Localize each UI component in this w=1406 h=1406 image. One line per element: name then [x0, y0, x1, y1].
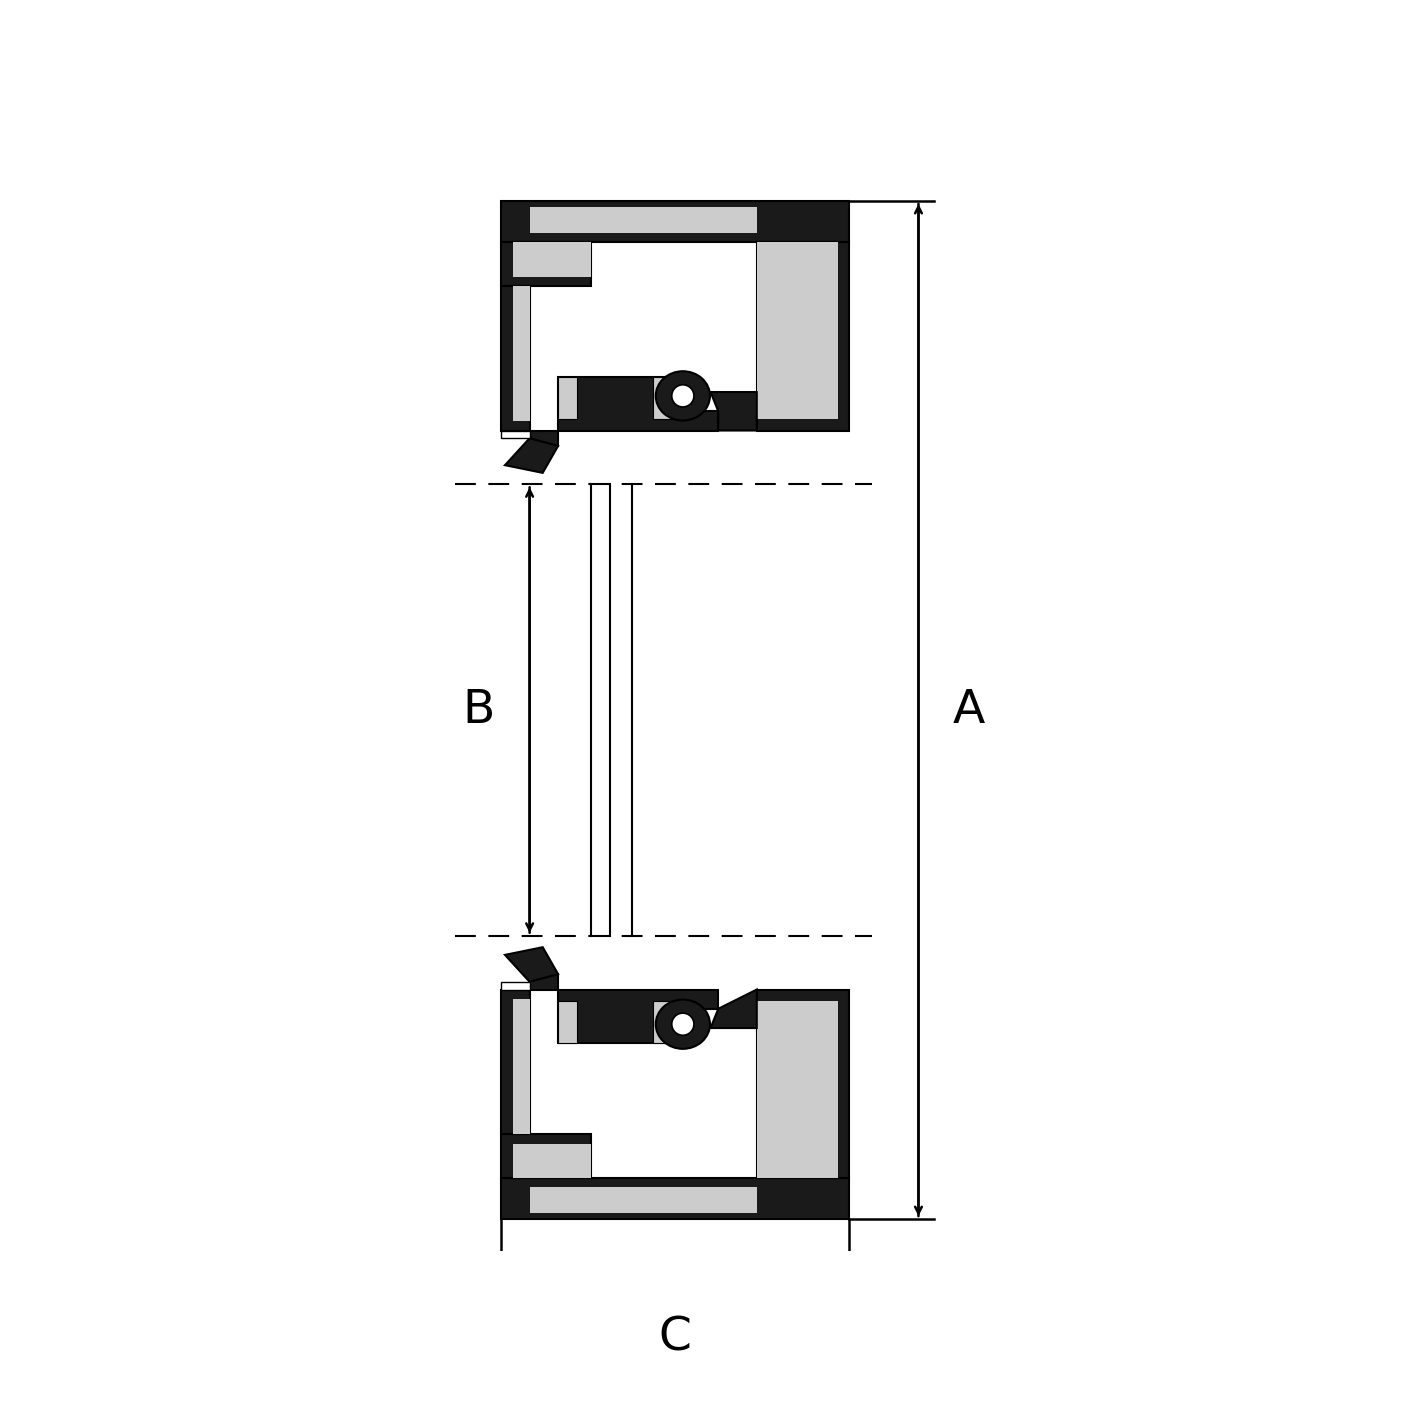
- Text: B: B: [463, 688, 495, 733]
- Ellipse shape: [672, 385, 695, 406]
- Text: A: A: [953, 688, 986, 733]
- Polygon shape: [505, 439, 558, 472]
- Polygon shape: [652, 1001, 672, 1043]
- Polygon shape: [756, 242, 838, 419]
- Polygon shape: [501, 430, 530, 439]
- Ellipse shape: [672, 1014, 695, 1035]
- Polygon shape: [558, 1001, 578, 1043]
- Polygon shape: [530, 1188, 756, 1213]
- Polygon shape: [530, 377, 718, 446]
- Text: C: C: [658, 1315, 692, 1360]
- Polygon shape: [501, 285, 530, 430]
- Polygon shape: [710, 392, 756, 430]
- Polygon shape: [530, 207, 756, 232]
- Polygon shape: [558, 377, 578, 419]
- Polygon shape: [501, 1135, 591, 1178]
- Polygon shape: [513, 242, 591, 277]
- Polygon shape: [756, 990, 849, 1178]
- Ellipse shape: [655, 371, 710, 420]
- Polygon shape: [513, 285, 530, 422]
- Polygon shape: [513, 998, 530, 1135]
- Polygon shape: [530, 974, 718, 1043]
- Polygon shape: [501, 242, 591, 285]
- Polygon shape: [501, 981, 530, 990]
- Polygon shape: [501, 990, 530, 1135]
- Polygon shape: [505, 948, 558, 981]
- Polygon shape: [501, 1178, 849, 1219]
- Polygon shape: [501, 201, 849, 242]
- Polygon shape: [756, 1001, 838, 1178]
- Polygon shape: [756, 242, 849, 430]
- Polygon shape: [710, 990, 756, 1028]
- Ellipse shape: [655, 1000, 710, 1049]
- Polygon shape: [652, 377, 672, 419]
- Polygon shape: [513, 1143, 591, 1178]
